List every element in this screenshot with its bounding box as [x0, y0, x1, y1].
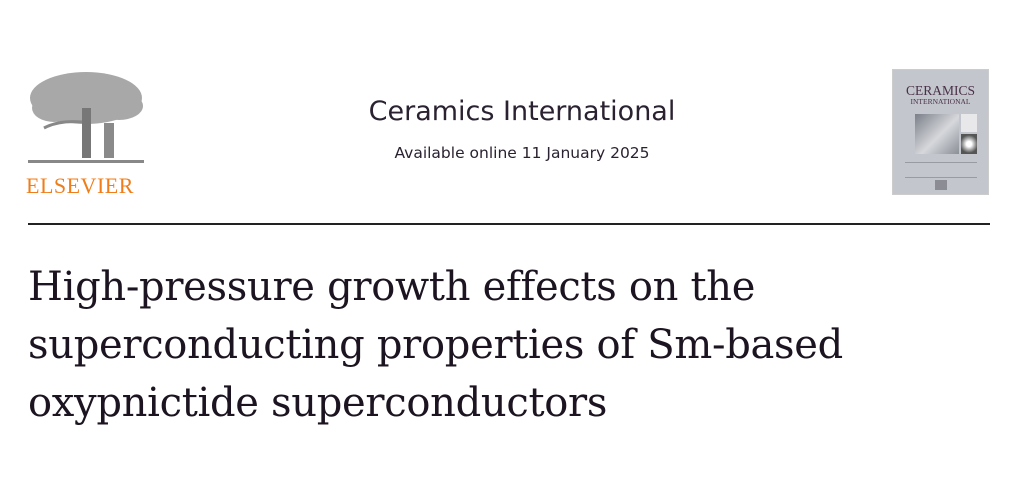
article-title: High-pressure growth effects on the supe…: [28, 264, 843, 426]
elsevier-wordmark: ELSEVIER: [26, 173, 134, 198]
cover-image: [961, 114, 977, 132]
tree-icon: [28, 72, 144, 163]
cover-image: [915, 114, 959, 154]
availability-date: Available online 11 January 2025: [394, 144, 650, 162]
cover-subtitle: INTERNATIONAL: [910, 97, 971, 106]
cover-image: [961, 134, 977, 154]
header-divider: [28, 223, 990, 225]
journal-name[interactable]: Ceramics International: [368, 96, 676, 127]
cover-publisher-logo: [935, 180, 947, 190]
cover-text-lines: [905, 162, 977, 178]
journal-cover-thumbnail[interactable]: CERAMICS INTERNATIONAL: [892, 69, 989, 195]
elsevier-logo[interactable]: ELSEVIER: [24, 68, 148, 200]
cover-title: CERAMICS: [905, 83, 976, 98]
